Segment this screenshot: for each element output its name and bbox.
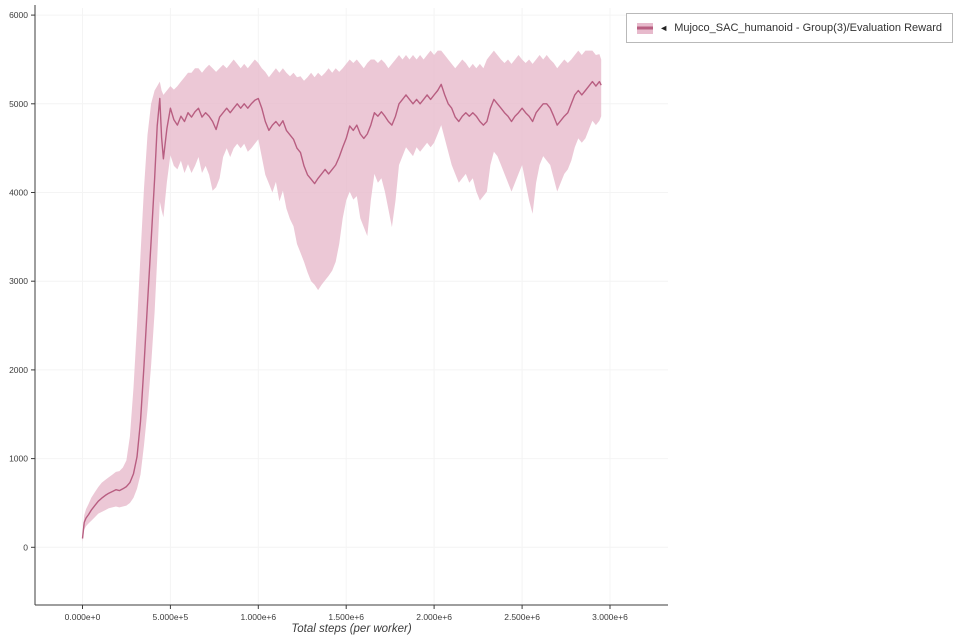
svg-text:1.500e+6: 1.500e+6 xyxy=(328,612,364,622)
svg-text:2.000e+6: 2.000e+6 xyxy=(416,612,452,622)
svg-text:2.500e+6: 2.500e+6 xyxy=(504,612,540,622)
svg-text:1000: 1000 xyxy=(9,454,28,464)
series-band-swatch-icon xyxy=(637,22,654,34)
svg-text:3000: 3000 xyxy=(9,276,28,286)
legend-collapse-icon[interactable]: ◄ xyxy=(659,22,669,33)
x-axis-title: Total steps (per worker) xyxy=(291,623,412,635)
svg-text:2000: 2000 xyxy=(9,365,28,375)
svg-text:4000: 4000 xyxy=(9,188,28,198)
svg-text:0: 0 xyxy=(23,542,28,552)
svg-text:3.000e+6: 3.000e+6 xyxy=(592,612,628,622)
svg-text:6000: 6000 xyxy=(9,10,28,20)
svg-text:0.000e+0: 0.000e+0 xyxy=(65,612,101,622)
svg-text:5.000e+5: 5.000e+5 xyxy=(153,612,189,622)
svg-text:5000: 5000 xyxy=(9,99,28,109)
svg-text:1.000e+6: 1.000e+6 xyxy=(240,612,276,622)
legend: ◄ Mujoco_SAC_humanoid - Group(3)/Evaluat… xyxy=(626,13,953,43)
legend-series-label[interactable]: Mujoco_SAC_humanoid - Group(3)/Evaluatio… xyxy=(674,22,942,34)
